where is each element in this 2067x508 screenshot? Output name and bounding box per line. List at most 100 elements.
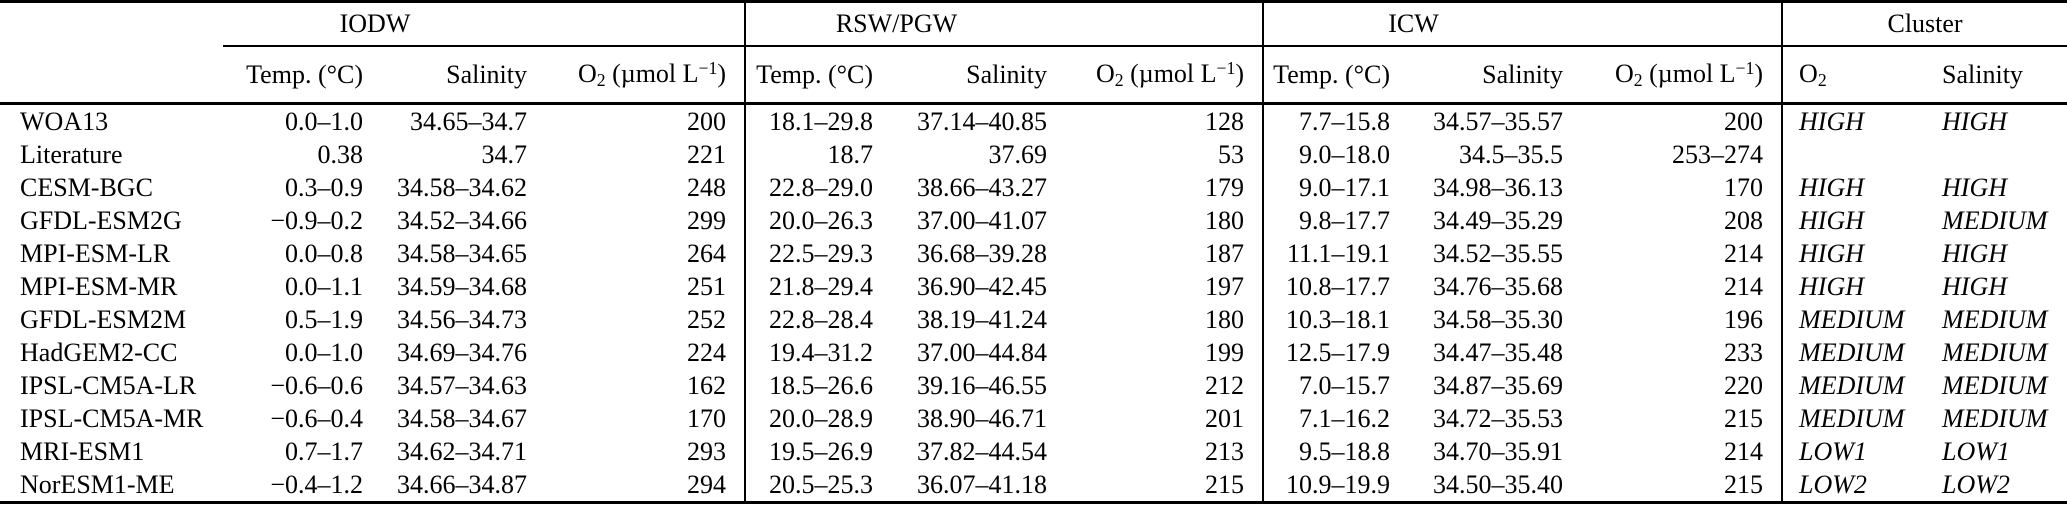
model-name-cell: MRI-ESM1 [20, 436, 145, 466]
o2-unit: (µmol L [605, 59, 699, 89]
cluster-o2-cell: LOW1 [1781, 435, 1931, 468]
icw-temp-cell: 7.0–15.7 [1262, 369, 1391, 402]
iodw-temp-cell: −0.6–0.6 [270, 370, 363, 400]
table-row: GFDL-ESM2M 0.5–1.9 34.56–34.73 252 22.8–… [0, 303, 2067, 336]
icw-temp-cell: 12.5–17.9 [1262, 336, 1391, 369]
table-row: Literature 0.38 34.7 221 18.7 37.69 53 9… [0, 138, 2067, 171]
cluster-o2-cell: LOW2 [1781, 468, 1931, 504]
cluster-salinity-header: Salinity [1930, 46, 2067, 105]
cluster-salinity-cell [1930, 138, 2067, 171]
icw-o2-cell: 233 [1724, 337, 1764, 367]
o2-unit-close: ) [1754, 59, 1764, 89]
iodw-temp-cell: 0.5–1.9 [285, 304, 363, 334]
iodw-o2-header: O2 (µmol L−1) [527, 46, 746, 105]
rsw-o2-header: O2 (µmol L−1) [1047, 46, 1264, 105]
iodw-temp-cell: 0.0–1.1 [285, 271, 363, 301]
iodw-salinity-cell: 34.56–34.73 [397, 304, 528, 334]
icw-salinity-cell: 34.50–35.40 [1390, 468, 1564, 504]
cluster-salinity-cell: HIGH [1942, 106, 2008, 136]
iodw-o2-cell: 299 [687, 205, 727, 235]
iodw-o2-cell: 251 [687, 271, 727, 301]
o2-subscript: 2 [1114, 69, 1124, 90]
icw-temp-cell: 10.8–17.7 [1262, 270, 1391, 303]
iodw-temp-cell: 0.7–1.7 [285, 436, 363, 466]
iodw-salinity-cell: 34.57–34.63 [397, 370, 528, 400]
model-name-cell: IPSL-CM5A-MR [20, 403, 204, 433]
iodw-salinity-cell: 34.66–34.87 [363, 468, 528, 504]
rsw-o2-cell: 128 [1205, 106, 1245, 136]
o2-subscript: 2 [596, 69, 606, 90]
model-name-cell: WOA13 [20, 106, 109, 136]
iodw-salinity-header: Salinity [363, 46, 528, 105]
empty-corner-cell [0, 0, 223, 46]
rsw-o2-cell: 180 [1205, 304, 1245, 334]
rsw-temp-cell: 19.4–31.2 [744, 336, 874, 369]
iodw-o2-cell: 200 [687, 106, 727, 136]
o2-symbol: O [1799, 58, 1818, 88]
icw-o2-header: O2 (µmol L−1) [1563, 46, 1783, 105]
rsw-salinity-cell: 37.69 [988, 139, 1048, 169]
icw-temp-cell: 7.1–16.2 [1262, 402, 1391, 435]
model-name-cell: MPI-ESM-LR [20, 238, 171, 268]
iodw-o2-cell: 170 [687, 403, 727, 433]
iodw-salinity-cell: 34.7 [481, 139, 528, 169]
iodw-o2-cell: 221 [687, 139, 727, 169]
icw-salinity-cell: 34.72–35.53 [1433, 403, 1564, 433]
model-name-cell: IPSL-CM5A-LR [20, 370, 197, 400]
table-row: IPSL-CM5A-LR −0.6–0.6 34.57–34.63 162 18… [0, 369, 2067, 402]
iodw-salinity-cell: 34.69–34.76 [397, 337, 528, 367]
rsw-salinity-header: Salinity [873, 46, 1048, 105]
rsw-o2-cell: 53 [1218, 139, 1245, 169]
iodw-salinity-cell: 34.65–34.7 [410, 106, 528, 136]
icw-o2-cell: 214 [1724, 271, 1764, 301]
iodw-temp-cell: −0.4–1.2 [223, 468, 363, 504]
rsw-salinity-cell: 37.00–44.84 [917, 337, 1048, 367]
rsw-temp-cell: 19.5–26.9 [744, 435, 874, 468]
iodw-o2-cell: 264 [687, 238, 727, 268]
iodw-temp-cell: 0.3–0.9 [285, 172, 363, 202]
cluster-o2-cell: HIGH [1781, 103, 1931, 138]
rsw-salinity-cell: 37.00–41.07 [917, 205, 1048, 235]
empty-model-header [0, 46, 223, 105]
group-spacer [527, 0, 746, 47]
rsw-o2-cell: 213 [1205, 436, 1245, 466]
icw-temp-cell: 11.1–19.1 [1262, 237, 1391, 270]
icw-o2-cell: 196 [1724, 304, 1764, 334]
column-header-row: Temp. (°C) Salinity O2 (µmol L−1) Temp. … [0, 46, 2067, 105]
icw-temp-cell: 9.8–17.7 [1262, 204, 1391, 237]
iodw-salinity-cell: 34.62–34.71 [397, 436, 528, 466]
cluster-o2-cell: HIGH [1781, 270, 1931, 303]
icw-temp-cell: 10.3–18.1 [1262, 303, 1391, 336]
iodw-temp-cell: 0.0–1.0 [285, 337, 363, 367]
icw-temp-cell: 7.7–15.8 [1262, 103, 1391, 138]
rsw-temp-cell: 21.8–29.4 [744, 270, 874, 303]
cluster-salinity-cell: MEDIUM [1942, 205, 2048, 235]
icw-o2-cell: 214 [1724, 238, 1764, 268]
icw-salinity-cell: 34.47–35.48 [1433, 337, 1564, 367]
o2-unit-exponent: −1 [698, 58, 718, 79]
iodw-salinity-cell: 34.59–34.68 [397, 271, 528, 301]
rsw-temp-cell: 22.8–29.0 [744, 171, 874, 204]
group-label-cluster: Cluster [1781, 0, 2067, 47]
o2-unit: (µmol L [1642, 59, 1736, 89]
o2-symbol: O [1095, 59, 1115, 89]
iodw-temp-cell: 0.0–0.8 [285, 238, 363, 268]
rsw-o2-cell: 199 [1205, 337, 1245, 367]
cluster-salinity-cell: HIGH [1942, 238, 2008, 268]
iodw-temp-cell: 0.0–1.0 [285, 106, 363, 136]
model-name-cell: GFDL-ESM2G [20, 205, 182, 235]
rsw-o2-cell: 197 [1205, 271, 1245, 301]
table-row: MPI-ESM-MR 0.0–1.1 34.59–34.68 251 21.8–… [0, 270, 2067, 303]
icw-salinity-cell: 34.57–35.57 [1433, 106, 1564, 136]
o2-unit: (µmol L [1123, 59, 1217, 89]
rsw-salinity-cell: 38.90–46.71 [917, 403, 1048, 433]
cluster-o2-cell: MEDIUM [1781, 402, 1931, 435]
icw-salinity-cell: 34.52–35.55 [1433, 238, 1564, 268]
o2-unit-close: ) [1235, 59, 1245, 89]
rsw-temp-cell: 20.5–25.3 [744, 468, 874, 504]
table-row: IPSL-CM5A-MR −0.6–0.4 34.58–34.67 170 20… [0, 402, 2067, 435]
icw-o2-cell: 220 [1724, 370, 1764, 400]
rsw-salinity-cell: 39.16–46.55 [917, 370, 1048, 400]
cluster-salinity-cell: MEDIUM [1942, 370, 2048, 400]
